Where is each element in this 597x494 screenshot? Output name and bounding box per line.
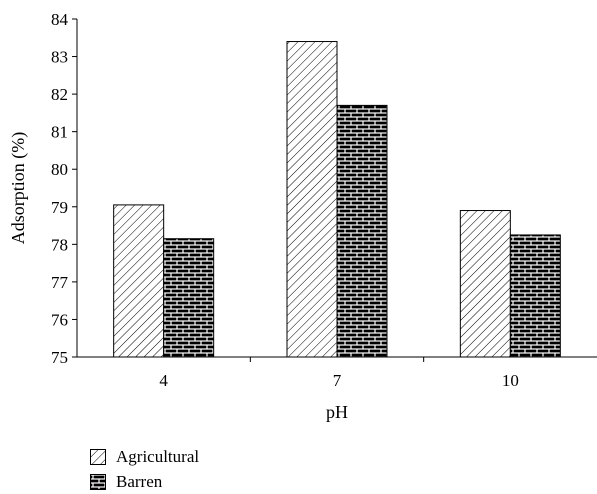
y-tick-label: 78 — [51, 235, 68, 254]
y-axis-title: Adsorption (%) — [8, 132, 29, 244]
bar-barren — [163, 238, 215, 358]
x-axis-title: pH — [326, 402, 348, 422]
bar-agricultural — [286, 41, 338, 358]
bar-barren — [509, 234, 561, 358]
y-tick-label: 79 — [51, 198, 68, 217]
y-tick-label: 76 — [51, 310, 68, 329]
bar-barren — [336, 104, 388, 358]
y-tick-label: 75 — [51, 348, 68, 367]
y-tick-label: 84 — [51, 10, 69, 29]
bars — [113, 41, 561, 358]
bar-agricultural — [113, 204, 165, 358]
x-tick-label: 7 — [333, 371, 342, 390]
y-tick-label: 83 — [51, 48, 68, 67]
legend-item-barren: Barren — [90, 469, 199, 494]
legend-item-agricultural: Agricultural — [90, 444, 199, 469]
legend-swatch-barren — [90, 473, 106, 490]
legend: Agricultural Barren — [90, 444, 199, 494]
x-tick-label: 10 — [502, 371, 519, 390]
y-tick-label: 80 — [51, 160, 68, 179]
legend-label-agricultural: Agricultural — [116, 446, 200, 466]
x-tick-label: 4 — [159, 371, 168, 390]
y-tick-label: 82 — [51, 85, 68, 104]
y-tick-label: 81 — [51, 123, 68, 142]
legend-swatch-agricultural — [90, 448, 106, 465]
y-tick-label: 77 — [51, 273, 69, 292]
legend-label-barren: Barren — [116, 471, 163, 491]
bar-agricultural — [459, 210, 511, 358]
